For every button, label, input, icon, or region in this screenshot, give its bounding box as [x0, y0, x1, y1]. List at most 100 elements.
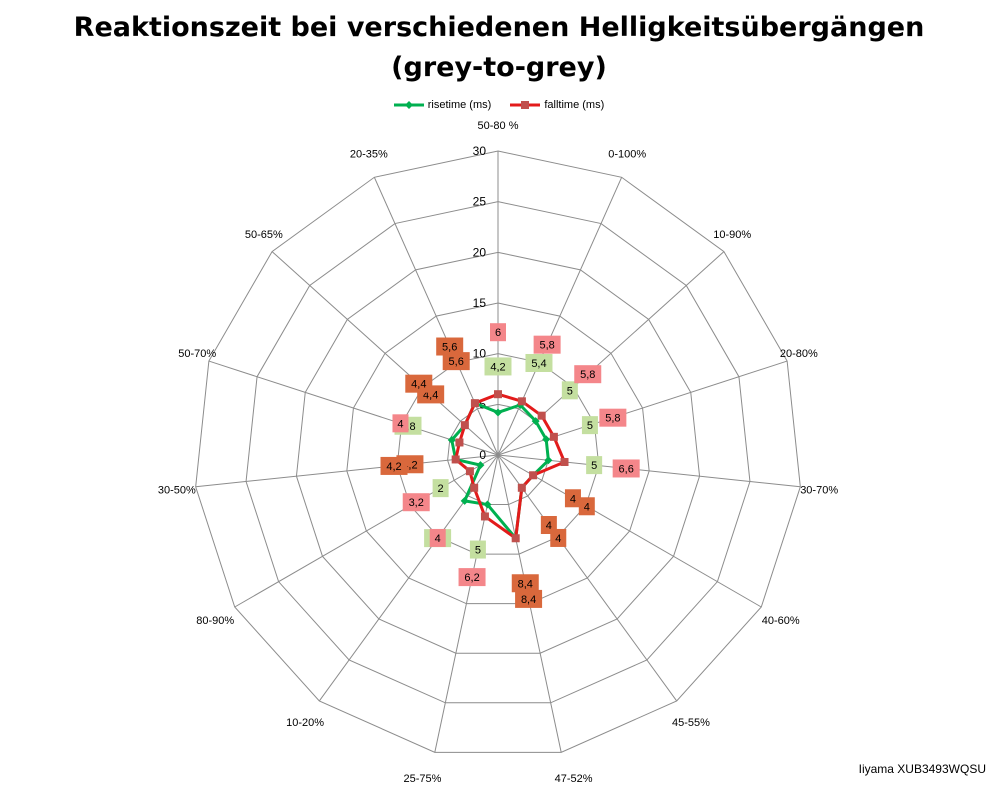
falltime-label-1: 5,8	[539, 340, 554, 352]
risetime-point-4	[544, 456, 553, 465]
falltime-label-14: 5,6	[442, 342, 457, 354]
falltime-point-3	[549, 432, 558, 441]
risetime-label-8: 5	[475, 545, 481, 557]
chart-title: Reaktionszeit bei verschiedenen Helligke…	[0, 8, 998, 88]
grid-ring-2	[396, 353, 600, 555]
category-label-13: 50-65%	[245, 229, 283, 241]
grid-spoke-5	[497, 454, 762, 608]
falltime-label-4: 6,6	[619, 463, 634, 475]
falltime-label-bg-2	[574, 365, 602, 384]
risetime-point-12	[447, 435, 456, 444]
falltime-label-bg-3	[599, 408, 627, 427]
legend-marker-falltime	[510, 101, 541, 109]
falltime-label-10: 3,2	[409, 497, 424, 509]
category-label-2: 10-90%	[713, 229, 751, 241]
grid-spoke-6	[497, 454, 678, 702]
category-label-0: 50-80 %	[478, 120, 519, 132]
risetime-label-1: 5,4	[531, 358, 546, 370]
risetime-label-7: 8,4	[518, 578, 533, 590]
risetime-label-4: 5	[591, 460, 597, 472]
risetime-label-5: 4	[570, 493, 576, 505]
grid-ring-3	[346, 302, 650, 605]
falltime-label-9: 4	[435, 533, 441, 545]
category-label-12: 50-70%	[178, 348, 216, 360]
falltime-point-4	[560, 457, 569, 466]
risetime-label-3: 5	[587, 420, 593, 432]
falltime-label-8: 6,2	[464, 572, 479, 584]
grid-spoke-11	[195, 454, 499, 488]
falltime-label-bg-7	[515, 589, 543, 608]
falltime-point-6	[517, 483, 526, 492]
falltime-label-bg-14	[436, 337, 464, 356]
risetime-label-0: 4,2	[490, 361, 505, 373]
falltime-point-8	[480, 512, 489, 521]
falltime-label-13: 4,4	[411, 379, 426, 391]
risetime-point-3	[542, 435, 551, 444]
risetime-label-bg-5	[564, 489, 581, 508]
risetime-label-bg-1	[525, 353, 553, 372]
risetime-label-6: 4	[546, 520, 552, 532]
falltime-label-bg-12	[392, 414, 409, 433]
falltime-point-13	[460, 421, 469, 430]
falltime-point-14	[470, 399, 479, 408]
grid-spoke-10	[234, 454, 499, 608]
watermark: Iiyama XUB3493WQSU	[858, 762, 986, 776]
legend-label-risetime: risetime (ms)	[427, 99, 492, 111]
falltime-point-12	[455, 438, 464, 447]
legend-item-risetime: risetime (ms)	[393, 99, 492, 111]
risetime-label-bg-8	[469, 540, 486, 559]
grid-ring-6	[195, 150, 801, 753]
falltime-label-bg-9	[429, 528, 446, 547]
risetime-point-10	[476, 461, 485, 470]
falltime-label-6: 4	[555, 533, 561, 545]
falltime-label-bg-0	[490, 323, 506, 342]
category-label-3: 20-80%	[780, 348, 818, 360]
grid-spoke-3	[497, 360, 788, 456]
category-label-9: 10-20%	[286, 717, 324, 729]
risetime-label-bg-3	[581, 416, 598, 435]
tick-label-1: 5	[479, 397, 486, 411]
falltime-label-2: 5,8	[580, 369, 595, 381]
risetime-label-bg-10	[432, 479, 449, 498]
falltime-point-10	[465, 467, 474, 476]
falltime-point-2	[537, 411, 546, 420]
risetime-label-10: 2	[438, 483, 444, 495]
chart-title-line-1: Reaktionszeit bei verschiedenen Helligke…	[73, 12, 925, 43]
falltime-label-3: 5,8	[605, 413, 620, 425]
category-label-7: 47-52%	[555, 773, 593, 785]
legend-marker-risetime	[393, 101, 424, 109]
risetime-label-bg-2	[561, 381, 578, 400]
risetime-point-9	[460, 496, 469, 505]
grid-spoke-14	[373, 177, 499, 456]
tick-label-0: 0	[479, 448, 486, 462]
risetime-label-2: 5	[567, 385, 573, 397]
grid-ring-4	[295, 251, 701, 654]
chart-legend: risetime (ms) falltime (ms)	[0, 99, 998, 113]
falltime-label-bg-1	[533, 335, 561, 354]
falltime-label-12: 4	[397, 418, 403, 430]
falltime-point-7	[511, 534, 520, 543]
falltime-label-7: 8,4	[521, 594, 536, 606]
falltime-label-5: 4	[584, 501, 590, 513]
falltime-label-bg-5	[578, 497, 595, 516]
category-label-10: 80-90%	[196, 615, 234, 627]
falltime-label-11: 4,2	[386, 461, 401, 473]
grid-spoke-13	[271, 251, 499, 456]
risetime-point-8	[483, 500, 492, 509]
falltime-label-bg-4	[612, 459, 640, 478]
tick-label-2: 10	[473, 347, 487, 361]
falltime-label-bg-11	[380, 456, 408, 475]
category-label-4: 30-70%	[800, 484, 838, 496]
category-label-14: 20-35%	[350, 149, 388, 161]
falltime-point-5	[529, 471, 538, 480]
series-line-1	[454, 392, 567, 540]
chart-title-line-2: (grey-to-grey)	[391, 52, 607, 83]
risetime-label-14: 5,6	[449, 356, 464, 368]
tick-label-3: 15	[473, 296, 487, 310]
category-label-8: 25-75%	[403, 773, 441, 785]
risetime-point-0	[494, 408, 502, 417]
risetime-label-bg-7	[511, 574, 539, 593]
falltime-label-0: 6	[495, 327, 501, 339]
legend-label-falltime: falltime (ms)	[544, 99, 605, 111]
